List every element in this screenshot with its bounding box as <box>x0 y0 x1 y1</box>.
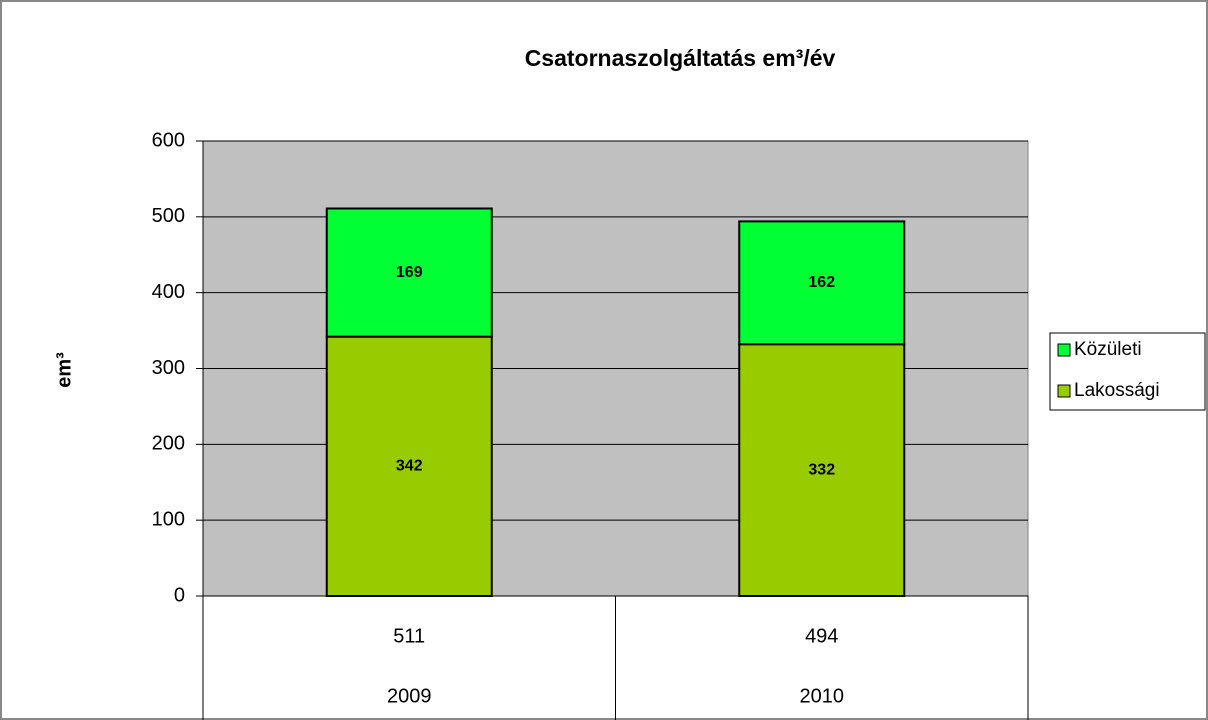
y-tick-label: 600 <box>152 129 185 151</box>
data-label: 169 <box>396 264 423 281</box>
y-tick-label: 200 <box>152 433 185 455</box>
total-label: 511 <box>393 625 425 647</box>
x-tick-label: 2010 <box>800 685 845 707</box>
data-label: 162 <box>808 274 835 291</box>
legend-label: Lakossági <box>1074 380 1160 401</box>
legend-label: Közületi <box>1074 339 1142 360</box>
y-axis-label: em³ <box>53 352 75 388</box>
bar-segment <box>325 207 493 338</box>
y-tick-label: 300 <box>152 357 185 379</box>
x-tick-label: 2009 <box>387 685 432 707</box>
y-tick-label: 100 <box>152 508 185 530</box>
bar-segment <box>738 343 906 597</box>
legend-box <box>1049 332 1206 411</box>
data-label: 342 <box>396 458 423 475</box>
legend-swatch <box>1057 384 1071 398</box>
data-label: 332 <box>808 461 835 478</box>
y-tick-label: 400 <box>152 281 185 303</box>
total-label: 494 <box>805 625 838 647</box>
y-tick-label: 0 <box>174 584 185 606</box>
y-tick-label: 500 <box>152 205 185 227</box>
bar-segment <box>738 220 906 346</box>
chart-title: Csatornaszolgáltatás em³/év <box>525 45 836 71</box>
legend-swatch <box>1057 343 1071 357</box>
